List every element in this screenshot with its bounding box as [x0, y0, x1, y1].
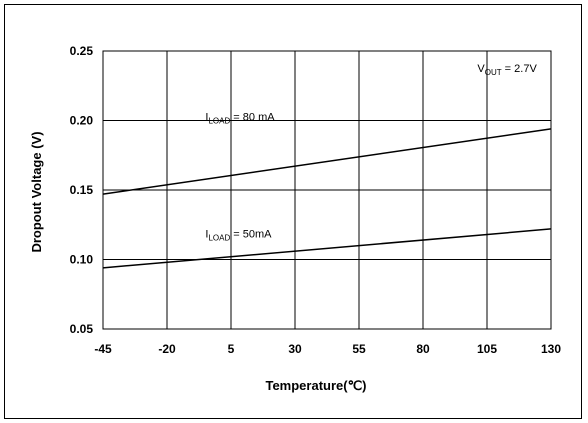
y-tick-label: 0.10 [70, 253, 94, 267]
series-label-2: ILOAD = 50mA [205, 228, 272, 242]
series-label-sub: LOAD [208, 233, 230, 242]
y-tick-label: 0.15 [70, 183, 94, 197]
series-label-main: I [205, 228, 208, 240]
x-tick-label: -45 [94, 342, 112, 356]
vout-annotation-sub: OUT [485, 68, 502, 77]
dropout-voltage-chart: -45 -20 5 30 55 80 105 1300.050.100.150.200.25 … [29, 44, 562, 393]
series-line-2 [102, 228, 552, 269]
x-tick-label: -20 [158, 342, 176, 356]
vout-annotation-main: V [477, 63, 485, 75]
y-tick-label: 0.20 [70, 114, 94, 128]
grid-layer [102, 50, 552, 330]
vout-annotation: VOUT = 2.7V [477, 63, 537, 77]
series-label-rest: = 80 mA [230, 112, 275, 124]
series-label-rest: = 50mA [230, 228, 272, 240]
series-label-1: ILOAD = 80 mA [205, 112, 275, 126]
x-tick-label: 55 [352, 342, 366, 356]
x-tick-label: 80 [416, 342, 430, 356]
chart-frame: -45 -20 5 30 55 80 105 130 0.05 0.10 0.15 0.20 0.25 … [4, 4, 582, 419]
y-tick-label: 0.25 [70, 44, 94, 58]
vout-annotation-rest: = 2.7V [502, 63, 538, 75]
x-tick-label: 130 [541, 342, 561, 356]
tick-layer: -45 -20 5 30 55 80 105 130 0.05 0.10 0.15 0.20 0.25 [70, 44, 562, 356]
x-tick-label: 105 [477, 342, 497, 356]
series-line-1 [102, 128, 552, 195]
x-tick-label: 30 [288, 342, 302, 356]
y-axis-title: Dropout Voltage (V) [29, 131, 44, 252]
plot-border [102, 50, 552, 330]
series-label-sub: LOAD [208, 117, 230, 126]
x-axis-title: Temperature(℃) [265, 378, 366, 393]
series-label-main: I [205, 112, 208, 124]
series-layer [102, 128, 552, 269]
x-tick-label: 5 [228, 342, 235, 356]
y-tick-label: 0.05 [70, 322, 94, 336]
